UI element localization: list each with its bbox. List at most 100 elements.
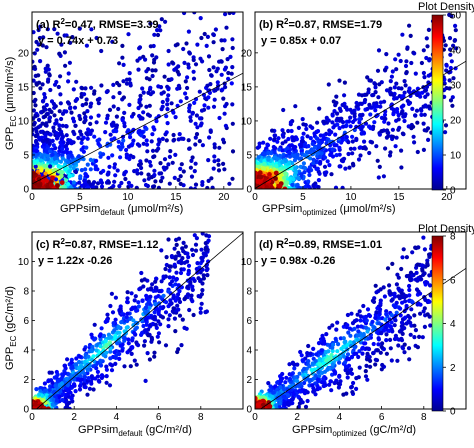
scatter-point	[365, 329, 370, 334]
scatter-point	[136, 130, 141, 135]
scatter-point	[108, 349, 113, 354]
scatter-point	[207, 90, 212, 95]
scatter-point	[152, 350, 157, 355]
scatter-point	[49, 370, 54, 375]
scatter-point	[175, 42, 180, 47]
scatter-point	[199, 35, 204, 41]
scatter-point	[172, 246, 177, 251]
scatter-point	[127, 156, 132, 162]
scatter-point	[130, 306, 135, 311]
scatter-point	[385, 128, 390, 133]
scatter-point	[342, 80, 347, 85]
scatter-point	[330, 154, 336, 159]
scatter-point	[89, 348, 94, 353]
scatter-point	[32, 127, 35, 132]
scatter-point	[151, 60, 157, 65]
scatter-point	[169, 101, 174, 106]
scatter-point	[196, 294, 201, 299]
scatter-point	[231, 12, 236, 15]
scatter-point	[193, 135, 198, 140]
scatter-point	[150, 282, 155, 287]
scatter-point	[205, 273, 210, 278]
scatter-point	[291, 392, 296, 397]
scatter-point	[174, 270, 179, 275]
scatter-point	[348, 146, 353, 151]
scatter-point	[384, 332, 389, 337]
scatter-point	[371, 299, 377, 304]
scatter-point	[85, 136, 90, 141]
scatter-point	[205, 185, 210, 189]
scatter-point	[347, 326, 352, 331]
scatter-point	[398, 313, 403, 318]
scatter-point	[335, 349, 340, 354]
scatter-point	[158, 314, 163, 319]
scatter-point	[191, 57, 196, 63]
scatter-point	[425, 258, 430, 263]
scatter-point	[312, 131, 317, 136]
scatter-point	[316, 178, 321, 183]
scatter-point	[135, 171, 140, 176]
scatter-point	[186, 29, 191, 34]
scatter-point	[376, 175, 381, 180]
scatter-point	[372, 81, 377, 86]
scatter-point	[166, 162, 171, 167]
scatter-point	[214, 69, 219, 74]
scatter-point	[378, 350, 383, 355]
scatter-point	[277, 183, 283, 189]
scatter-point	[311, 161, 316, 166]
scatter-point	[131, 138, 136, 143]
scatter-point	[345, 371, 350, 376]
scatter-point	[121, 138, 126, 143]
scatter-point	[393, 57, 398, 62]
scatter-point	[112, 136, 117, 141]
scatter-point	[303, 166, 308, 171]
scatter-point	[88, 167, 93, 172]
scatter-point	[152, 354, 157, 359]
scatter-point	[184, 41, 189, 46]
y-tick-label: 15	[241, 82, 253, 93]
scatter-point	[117, 83, 122, 88]
scatter-point	[171, 293, 176, 298]
scatter-point	[347, 165, 352, 170]
scatter-point	[146, 299, 151, 305]
scatter-point	[74, 371, 79, 376]
scatter-point	[43, 132, 48, 137]
scatter-point	[188, 118, 193, 123]
scatter-point	[316, 341, 322, 346]
scatter-point	[277, 153, 282, 158]
scatter-point	[394, 300, 399, 305]
scatter-point	[202, 103, 207, 108]
scatter-point	[158, 161, 163, 166]
scatter-point	[305, 351, 310, 356]
scatter-point	[367, 150, 372, 156]
scatter-point	[331, 342, 336, 347]
scatter-point	[95, 369, 100, 374]
scatter-point	[53, 383, 58, 388]
scatter-point	[128, 364, 133, 369]
scatter-point	[381, 328, 387, 333]
scatter-point	[76, 154, 81, 159]
scatter-point	[98, 178, 103, 183]
scatter-point	[398, 306, 403, 311]
scatter-point	[306, 184, 311, 189]
scatter-point	[177, 132, 182, 137]
scatter-point	[268, 384, 273, 389]
scatter-point	[64, 124, 69, 129]
scatter-point	[357, 309, 362, 314]
scatter-point	[184, 95, 189, 101]
scatter-point	[164, 114, 169, 119]
scatter-point	[418, 107, 423, 112]
scatter-point	[392, 96, 397, 101]
scatter-point	[368, 105, 373, 110]
scatter-point	[62, 50, 67, 55]
scatter-point	[328, 379, 333, 384]
scatter-point	[57, 123, 62, 128]
scatter-point	[391, 134, 396, 139]
x-tick-label: 15	[393, 192, 405, 203]
scatter-point	[308, 156, 313, 161]
scatter-point	[309, 147, 314, 152]
scatter-point	[33, 114, 38, 119]
scatter-point	[155, 334, 160, 339]
scatter-point	[183, 244, 188, 249]
scatter-point	[134, 362, 139, 367]
